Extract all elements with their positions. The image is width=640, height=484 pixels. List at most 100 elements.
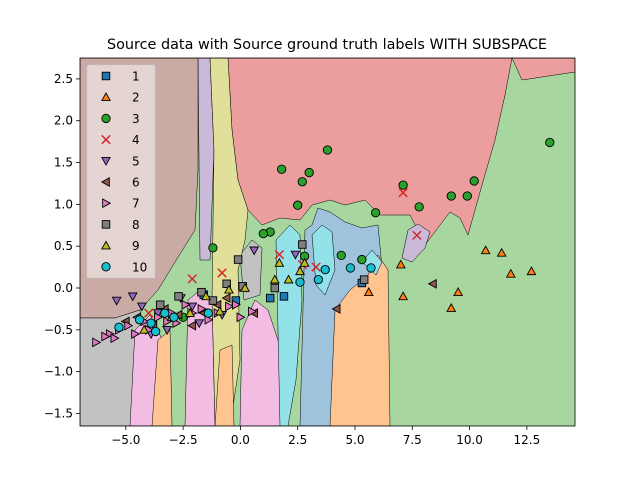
legend-marker-5	[101, 156, 111, 166]
point-series-9	[223, 284, 234, 294]
point-series-6	[331, 303, 341, 314]
point-series-2	[363, 287, 374, 296]
point-series-8	[197, 287, 206, 297]
point-series-6	[427, 278, 437, 289]
point-series-6	[187, 320, 197, 331]
point-series-7	[248, 306, 258, 317]
point-series-9	[214, 306, 225, 316]
legend-marker-1	[101, 71, 111, 81]
point-series-9	[185, 307, 195, 317]
point-series-3	[258, 228, 268, 239]
x-axis: −5.0 −2.5 0.0 2.5 5.0 7.5 10.0 12.5	[111, 426, 540, 447]
point-series-3	[446, 191, 456, 201]
point-series-10	[169, 312, 179, 322]
point-series-4	[412, 230, 422, 241]
point-series-2	[453, 287, 464, 296]
point-series-2	[496, 247, 507, 257]
point-series-10	[150, 326, 161, 337]
y-tick-label: 1.5	[54, 156, 73, 170]
legend-marker-7	[102, 198, 112, 209]
point-series-9	[139, 324, 150, 334]
legend-marker-3	[101, 113, 111, 124]
point-series-9	[283, 274, 294, 284]
legend-label-1: 1	[132, 70, 140, 84]
x-tick-label: −2.5	[169, 433, 198, 447]
point-series-1	[279, 292, 289, 301]
point-series-4	[398, 187, 408, 198]
legend-label-10: 10	[132, 260, 147, 274]
y-tick-label: −1.0	[44, 365, 73, 379]
point-series-8	[270, 283, 280, 293]
legend-label-2: 2	[132, 91, 140, 105]
point-series-10	[134, 315, 145, 325]
point-series-2	[395, 259, 406, 269]
point-series-5	[136, 302, 147, 312]
point-series-1	[265, 293, 275, 303]
x-tick-label: 12.5	[514, 433, 541, 447]
point-series-4	[217, 268, 227, 278]
point-series-7	[197, 303, 207, 314]
point-series-6	[221, 293, 231, 304]
point-series-9	[299, 257, 310, 267]
point-series-7	[92, 337, 102, 348]
legend-label-8: 8	[132, 218, 140, 232]
point-series-2	[398, 291, 409, 301]
point-series-3	[545, 137, 555, 148]
point-series-7	[181, 299, 191, 310]
point-series-4	[187, 274, 198, 284]
point-series-9	[201, 291, 212, 301]
point-series-3	[398, 180, 408, 190]
point-series-2	[505, 268, 516, 278]
region-2b	[151, 329, 173, 426]
x-tick-label: 2.5	[288, 433, 307, 447]
point-series-4	[144, 308, 154, 318]
point-series-7	[110, 333, 120, 344]
point-series-8	[298, 240, 307, 249]
point-series-3	[357, 254, 367, 265]
point-series-9	[240, 282, 250, 292]
legend-label-3: 3	[132, 112, 140, 126]
plot-frame	[79, 57, 576, 427]
point-series-3	[322, 145, 333, 155]
point-series-4	[311, 262, 321, 272]
point-series-8	[174, 292, 183, 301]
point-series-7	[124, 320, 134, 331]
point-series-5	[111, 296, 122, 306]
x-tick-label: 7.5	[403, 433, 422, 447]
point-series-8	[222, 279, 231, 289]
legend-label-9: 9	[132, 239, 140, 253]
point-series-3	[304, 167, 314, 178]
point-series-10	[160, 308, 170, 318]
point-series-3	[462, 191, 472, 201]
point-series-7	[236, 312, 246, 323]
point-series-5	[162, 326, 173, 335]
region-4	[227, 58, 575, 246]
point-series-10	[295, 277, 305, 287]
point-series-10	[320, 264, 330, 275]
point-series-3	[414, 202, 424, 212]
legend-marker-6	[100, 177, 110, 187]
legend: 1 2 3 4 5 6 7 8 9 10	[86, 64, 156, 279]
y-tick-label: −0.5	[44, 323, 73, 337]
region-5	[401, 223, 431, 263]
y-tick-label: 2.0	[54, 114, 73, 128]
point-series-5	[290, 250, 301, 260]
legend-marker-2	[101, 92, 111, 102]
region-10	[275, 224, 303, 426]
y-tick-label: 0.0	[54, 281, 73, 295]
point-series-9	[295, 266, 305, 276]
region-2c	[214, 344, 235, 426]
legend-marker-9	[101, 240, 111, 250]
point-series-3	[293, 200, 303, 210]
y-tick-label: 2.5	[54, 72, 73, 86]
point-series-5	[249, 246, 260, 256]
point-series-10	[114, 322, 124, 332]
point-series-10	[345, 263, 356, 273]
point-series-3	[469, 176, 479, 186]
point-series-2	[480, 245, 491, 255]
point-series-8	[233, 255, 243, 264]
point-series-3	[208, 243, 218, 253]
legend-marker-4	[101, 134, 111, 145]
